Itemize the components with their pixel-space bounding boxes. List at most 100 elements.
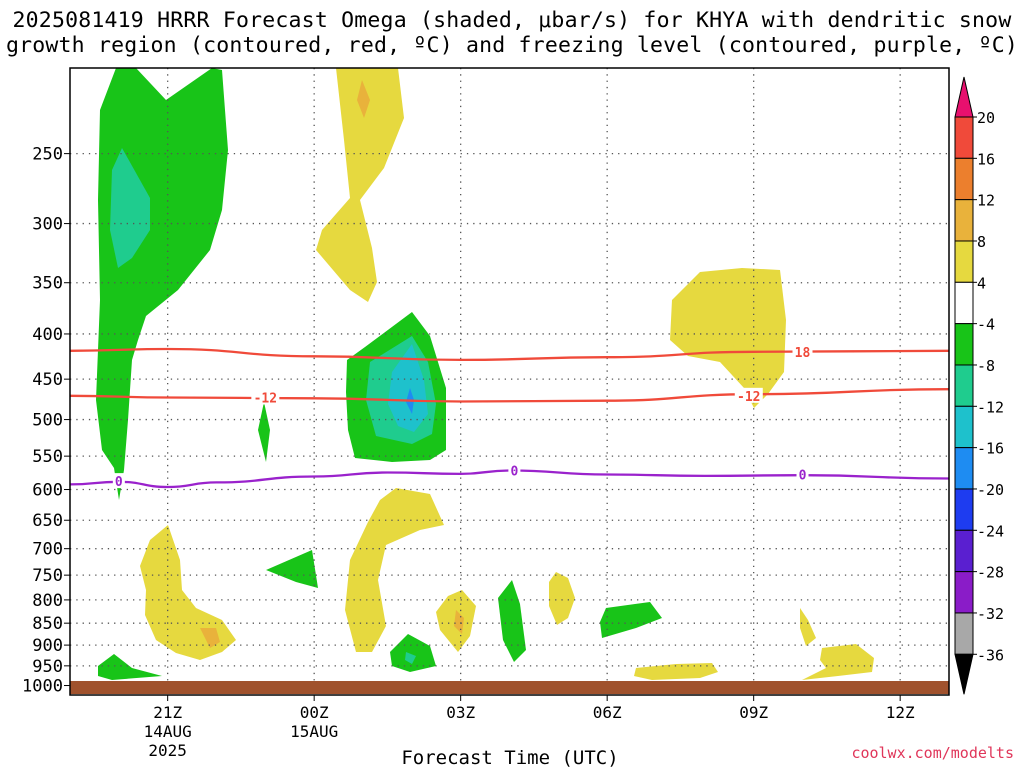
omega-region-neg-4 <box>390 634 436 672</box>
contour-label: 0 <box>510 465 518 480</box>
x-tick-sublabel: 15AUG <box>290 722 338 741</box>
colorbar-swatch <box>954 529 974 573</box>
omega-region-neg-4 <box>600 602 662 638</box>
y-tick-label: 650 <box>32 511 63 531</box>
contour-label-bg <box>734 387 763 403</box>
x-tick-label: 00Z <box>300 703 329 722</box>
colorbar-swatch <box>954 447 974 490</box>
colorbar-label: -4 <box>977 316 995 334</box>
colorbar-label: 4 <box>977 274 986 292</box>
omega-region-pos-4 <box>670 268 786 408</box>
colorbar-swatch <box>954 157 974 201</box>
omega-region-pos-4 <box>316 68 404 302</box>
y-tick-label: 450 <box>32 370 63 390</box>
y-tick-label: 950 <box>32 657 63 677</box>
y-tick-label: 300 <box>32 215 63 235</box>
y-tick-label: 1000 <box>22 677 63 697</box>
omega-region-neg-4 <box>498 580 526 662</box>
colorbar-label: 8 <box>977 233 986 251</box>
y-tick-label: 250 <box>32 145 63 165</box>
y-tick-label: 850 <box>32 614 63 634</box>
y-tick-label: 800 <box>32 591 63 611</box>
y-tick-label: 700 <box>32 540 63 560</box>
y-axis: 2503003504004505005506006507007508008509… <box>22 145 70 697</box>
y-tick-label: 500 <box>32 411 63 431</box>
omega-region-neg-4 <box>98 654 162 680</box>
colorbar-swatch <box>954 199 974 242</box>
title-line-1: 2025081419 HRRR Forecast Omega (shaded, … <box>12 8 1012 33</box>
x-tick-label: 03Z <box>446 703 475 722</box>
x-tick-label: 21Z <box>153 703 182 722</box>
omega-region-pos-8 <box>200 628 220 648</box>
colorbar-label: -32 <box>977 605 1004 623</box>
contour-dendritic <box>69 388 950 403</box>
y-tick-label: 750 <box>32 566 63 586</box>
omega-region-neg-8 <box>110 148 150 268</box>
colorbar-label: 20 <box>977 109 995 127</box>
contour-freezing-level <box>69 469 950 489</box>
x-tick-label: 06Z <box>593 703 622 722</box>
x-tick-sublabel: 14AUG <box>144 722 192 741</box>
x-tick-label: 09Z <box>739 703 768 722</box>
x-tick-sublabel: 2025 <box>148 741 187 760</box>
y-tick-label: 350 <box>32 274 63 294</box>
colorbar-label: -24 <box>977 522 1004 540</box>
credit-link[interactable]: coolwx.com/modelts <box>851 744 1014 762</box>
omega-region-pos-4 <box>345 488 444 652</box>
omega-region-neg-8 <box>405 652 416 664</box>
ground-surface <box>70 681 949 694</box>
colorbar-label: -8 <box>977 357 995 375</box>
colorbar: 20 16 12 8 4 -4 -8 -12 -16 -20 -24 -28 -32 -36 <box>954 76 1004 695</box>
colorbar-label: -20 <box>977 481 1004 499</box>
contour-dendritic <box>69 347 950 362</box>
omega-field <box>96 68 874 680</box>
colorbar-label: 12 <box>977 192 995 210</box>
colorbar-swatch <box>954 116 974 159</box>
omega-region-neg-4 <box>266 550 318 588</box>
colorbar-label: -16 <box>977 440 1004 458</box>
colorbar-swatch <box>954 405 974 449</box>
chart-title: 2025081419 HRRR Forecast Omega (shaded, … <box>0 8 1024 58</box>
colorbar-arrow-top <box>954 76 974 118</box>
contour-label-bg <box>792 343 813 359</box>
colorbar-label: -28 <box>977 564 1004 582</box>
contour-label-bg <box>112 473 125 489</box>
colorbar-swatch <box>954 364 974 407</box>
title-line-2: growth region (contoured, red, ºC) and f… <box>5 33 1019 58</box>
plot-frame <box>69 67 950 696</box>
y-tick-label: 900 <box>32 636 63 656</box>
colorbar-label: 16 <box>977 150 995 168</box>
contour-label-bg <box>251 389 280 405</box>
colorbar-swatch <box>954 612 974 655</box>
omega-region-pos-4 <box>140 525 236 660</box>
omega-region-pos-4 <box>549 572 575 625</box>
colorbar-swatch <box>954 281 974 325</box>
x-axis-label: Forecast Time (UTC) <box>401 747 618 768</box>
contour-label: 0 <box>115 475 123 490</box>
y-tick-label: 400 <box>32 325 63 345</box>
colorbar-swatch <box>954 571 974 614</box>
contour-lines: 18 -12 -12 0 0 0 <box>69 343 950 490</box>
colorbar-label: -12 <box>977 398 1004 416</box>
omega-region-neg-12 <box>388 344 428 432</box>
omega-region-pos-4 <box>634 663 718 680</box>
omega-region-pos-4 <box>802 644 874 680</box>
contour-label: -12 <box>254 391 277 406</box>
omega-region-neg-4 <box>258 402 270 462</box>
contour-label-bg <box>508 462 521 478</box>
contour-label: 18 <box>795 346 811 361</box>
omega-region-pos-4 <box>800 608 816 646</box>
colorbar-label: -36 <box>977 646 1004 664</box>
contour-label-bg <box>796 466 809 482</box>
colorbar-swatch <box>954 488 974 531</box>
colorbar-swatch <box>954 323 974 366</box>
omega-region-pos-8 <box>357 80 370 118</box>
omega-region-pos-8 <box>454 610 464 634</box>
colorbar-swatch <box>954 240 974 283</box>
y-tick-label: 550 <box>32 447 63 467</box>
x-tick-label: 12Z <box>886 703 915 722</box>
omega-region-neg-4 <box>96 68 228 500</box>
colorbar-arrow-bottom <box>954 653 974 695</box>
